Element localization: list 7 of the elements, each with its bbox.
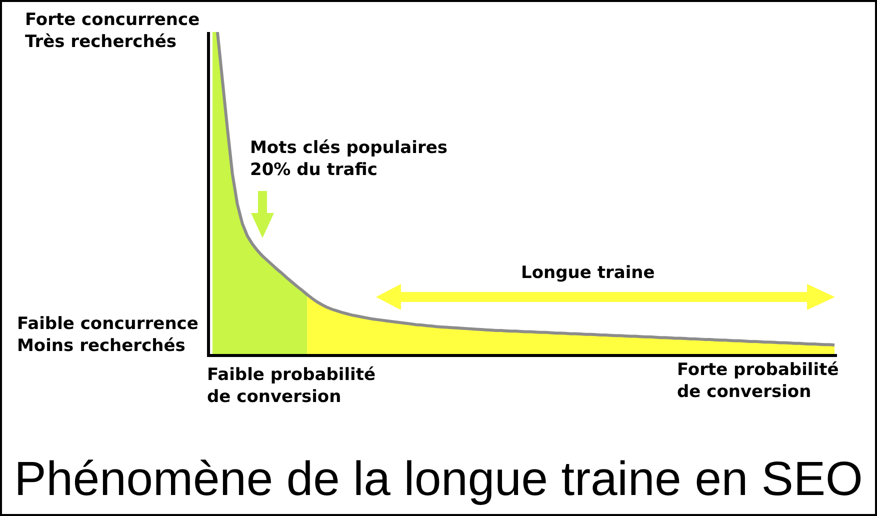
text: Phénomène de la longue traine en SEO bbox=[14, 452, 863, 506]
annotation: Mots clés populaires 20% du trafic bbox=[250, 138, 448, 180]
text: Faible probabilité de conversion bbox=[207, 365, 376, 408]
text: Forte probabilité de conversion bbox=[677, 360, 839, 402]
annotation: Longue traine bbox=[521, 263, 655, 283]
text: Forte concurrence Très recherchés bbox=[25, 10, 200, 52]
text: Faible concurrence Moins recherchés bbox=[17, 314, 198, 356]
